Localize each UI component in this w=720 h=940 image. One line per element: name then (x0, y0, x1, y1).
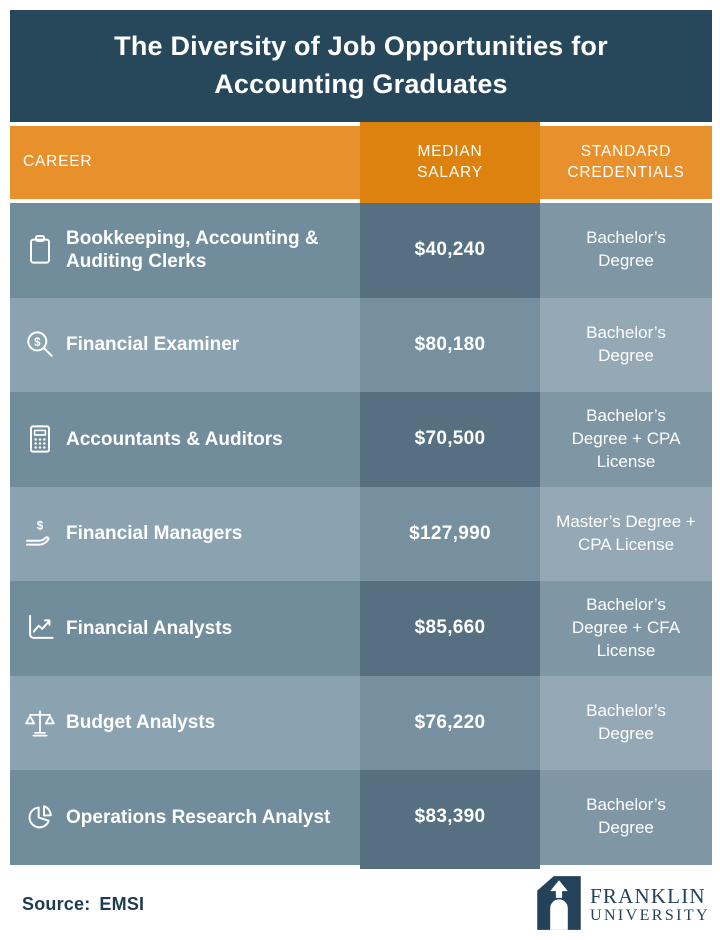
balance-scale-icon (18, 705, 62, 741)
career-cell: $ Financial Managers (10, 486, 360, 581)
logo-text: FRANKLIN UNIVERSITY (590, 884, 710, 924)
credentials-cell: Bachelor’s Degree + CPA License (540, 392, 712, 487)
credentials-cell: Bachelor’s Degree (540, 203, 712, 298)
median-salary-column-header: MEDIAN SALARY (360, 122, 540, 203)
career-cell: Bookkeeping, Accounting & Auditing Clerk… (10, 203, 360, 298)
credentials-value: Master’s Degree + CPA License (556, 511, 696, 554)
salary-band-overhang (10, 864, 712, 869)
salary-cell: $80,180 (360, 297, 540, 392)
credentials-cell: Master’s Degree + CPA License (540, 486, 712, 581)
table-row: Accountants & Auditors $70,500 Bachelor’… (10, 392, 712, 487)
salary-cell: $85,660 (360, 581, 540, 676)
table-row: $ Financial Examiner $80,180 Bachelor’s … (10, 297, 712, 392)
calculator-icon (18, 421, 62, 457)
line-chart-icon (18, 610, 62, 646)
credentials-cell: Bachelor’s Degree (540, 770, 712, 865)
svg-text:$: $ (37, 519, 44, 532)
salary-cell: $70,500 (360, 392, 540, 487)
credentials-cell: Bachelor’s Degree (540, 675, 712, 770)
salary-value: $76,220 (414, 711, 486, 733)
salary-band-overhang-fill (360, 864, 540, 869)
salary-value: $127,990 (409, 522, 491, 544)
table-row: Budget Analysts $76,220 Bachelor’s Degre… (10, 675, 712, 770)
career-column-header: CAREER (10, 126, 360, 199)
logo-subname: UNIVERSITY (590, 906, 710, 924)
career-cell: Financial Analysts (10, 581, 360, 676)
franklin-university-logo: FRANKLIN UNIVERSITY (533, 874, 710, 937)
salary-cell: $40,240 (360, 203, 540, 298)
standard-credentials-column-label: STANDARD CREDENTIALS (567, 142, 685, 181)
infographic-frame: The Diversity of Job Opportunities for A… (10, 10, 712, 937)
career-label: Bookkeeping, Accounting & Auditing Clerk… (66, 228, 319, 273)
salary-cell: $127,990 (360, 486, 540, 581)
salary-value: $83,390 (414, 806, 486, 828)
table-row: Operations Research Analyst $83,390 Bach… (10, 770, 712, 865)
table-row: $ Financial Managers $127,990 Master’s D… (10, 486, 712, 581)
page-title: The Diversity of Job Opportunities for A… (114, 31, 608, 99)
franklin-university-mark-icon (533, 874, 585, 937)
credentials-value: Bachelor’s Degree (586, 795, 666, 838)
career-cell: Operations Research Analyst (10, 770, 360, 865)
credentials-value: Bachelor’s Degree (586, 700, 666, 743)
table-body: Bookkeeping, Accounting & Auditing Clerk… (10, 203, 712, 865)
salary-value: $85,660 (414, 617, 486, 639)
career-cell: Budget Analysts (10, 675, 360, 770)
credentials-value: Bachelor’s Degree + CFA License (571, 594, 681, 660)
salary-cell: $76,220 (360, 675, 540, 770)
credentials-value: Bachelor’s Degree (586, 322, 666, 365)
career-label: Financial Managers (66, 523, 243, 545)
salary-value: $80,180 (414, 333, 486, 355)
logo-name: FRANKLIN (590, 884, 706, 909)
title-banner: The Diversity of Job Opportunities for A… (10, 10, 712, 122)
source-value: EMSI (99, 893, 145, 914)
credentials-value: Bachelor’s Degree (586, 228, 666, 271)
career-label: Accountants & Auditors (66, 428, 283, 450)
clipboard-icon (18, 232, 62, 268)
dollar-magnifier-icon: $ (18, 327, 62, 363)
salary-value: $40,240 (414, 239, 486, 261)
median-salary-column-label: MEDIAN SALARY (417, 142, 483, 181)
credentials-cell: Bachelor’s Degree (540, 297, 712, 392)
career-cell: $ Financial Examiner (10, 297, 360, 392)
credentials-value: Bachelor’s Degree + CPA License (571, 405, 681, 471)
column-header-band: CAREER MEDIAN SALARY STANDARD CREDENTIAL… (10, 122, 712, 203)
pie-chart-icon (18, 799, 62, 835)
table-row: Bookkeeping, Accounting & Auditing Clerk… (10, 203, 712, 298)
source-label: Source: (22, 893, 91, 914)
career-label: Budget Analysts (66, 712, 216, 734)
money-hand-icon: $ (18, 516, 62, 552)
career-column-label: CAREER (23, 153, 93, 171)
career-cell: Accountants & Auditors (10, 392, 360, 487)
source-note: Source: EMSI (22, 894, 144, 915)
career-label: Operations Research Analyst (66, 806, 331, 828)
footer: Source: EMSI FRANKLIN UNIVERSITY (10, 869, 712, 937)
salary-value: $70,500 (414, 428, 486, 450)
standard-credentials-column-header: STANDARD CREDENTIALS (540, 126, 712, 199)
salary-cell: $83,390 (360, 770, 540, 865)
career-label: Financial Analysts (66, 617, 233, 639)
career-label: Financial Examiner (66, 334, 240, 356)
credentials-cell: Bachelor’s Degree + CFA License (540, 581, 712, 676)
table-row: Financial Analysts $85,660 Bachelor’s De… (10, 581, 712, 676)
svg-text:$: $ (34, 336, 41, 349)
